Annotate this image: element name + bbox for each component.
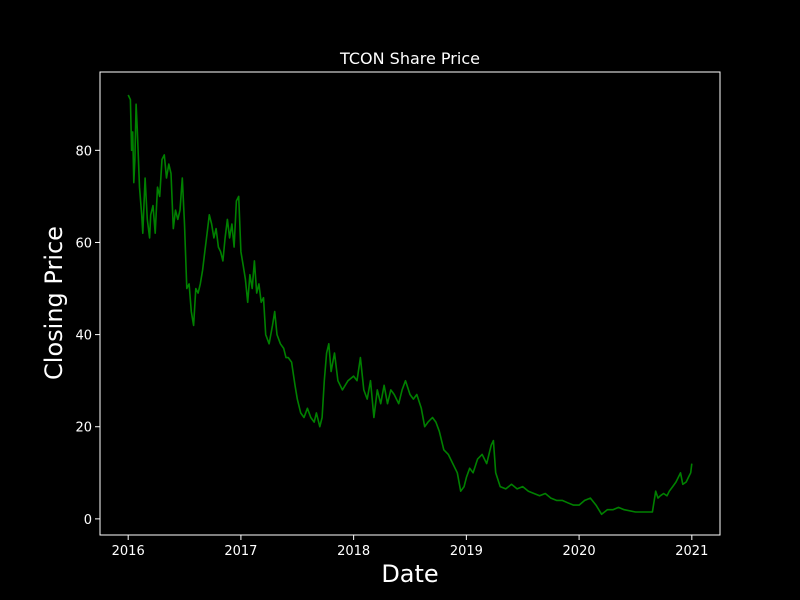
plot-frame xyxy=(99,71,721,536)
plot-area xyxy=(127,94,693,516)
y-tick-label: 60 xyxy=(75,236,92,251)
x-tick-label: 2019 xyxy=(450,544,483,559)
x-axis: 2016 2017 2018 2019 2020 2021 xyxy=(112,535,708,559)
y-tick-label: 0 xyxy=(84,513,92,528)
x-tick-label: 2020 xyxy=(563,544,596,559)
x-tick-label: 2018 xyxy=(337,544,370,559)
y-tick-label: 20 xyxy=(75,421,92,436)
y-tick-label: 80 xyxy=(75,144,92,159)
y-axis: 0 20 40 60 80 xyxy=(75,144,100,528)
x-tick-label: 2017 xyxy=(224,544,257,559)
x-tick-label: 2016 xyxy=(112,544,145,559)
series-line-0 xyxy=(127,94,693,516)
y-tick-label: 40 xyxy=(75,329,92,344)
y-axis-label: Closing Price xyxy=(40,226,68,380)
x-tick-label: 2021 xyxy=(675,544,708,559)
chart-title: TCON Share Price xyxy=(339,49,480,68)
x-axis-label: Date xyxy=(381,560,438,588)
